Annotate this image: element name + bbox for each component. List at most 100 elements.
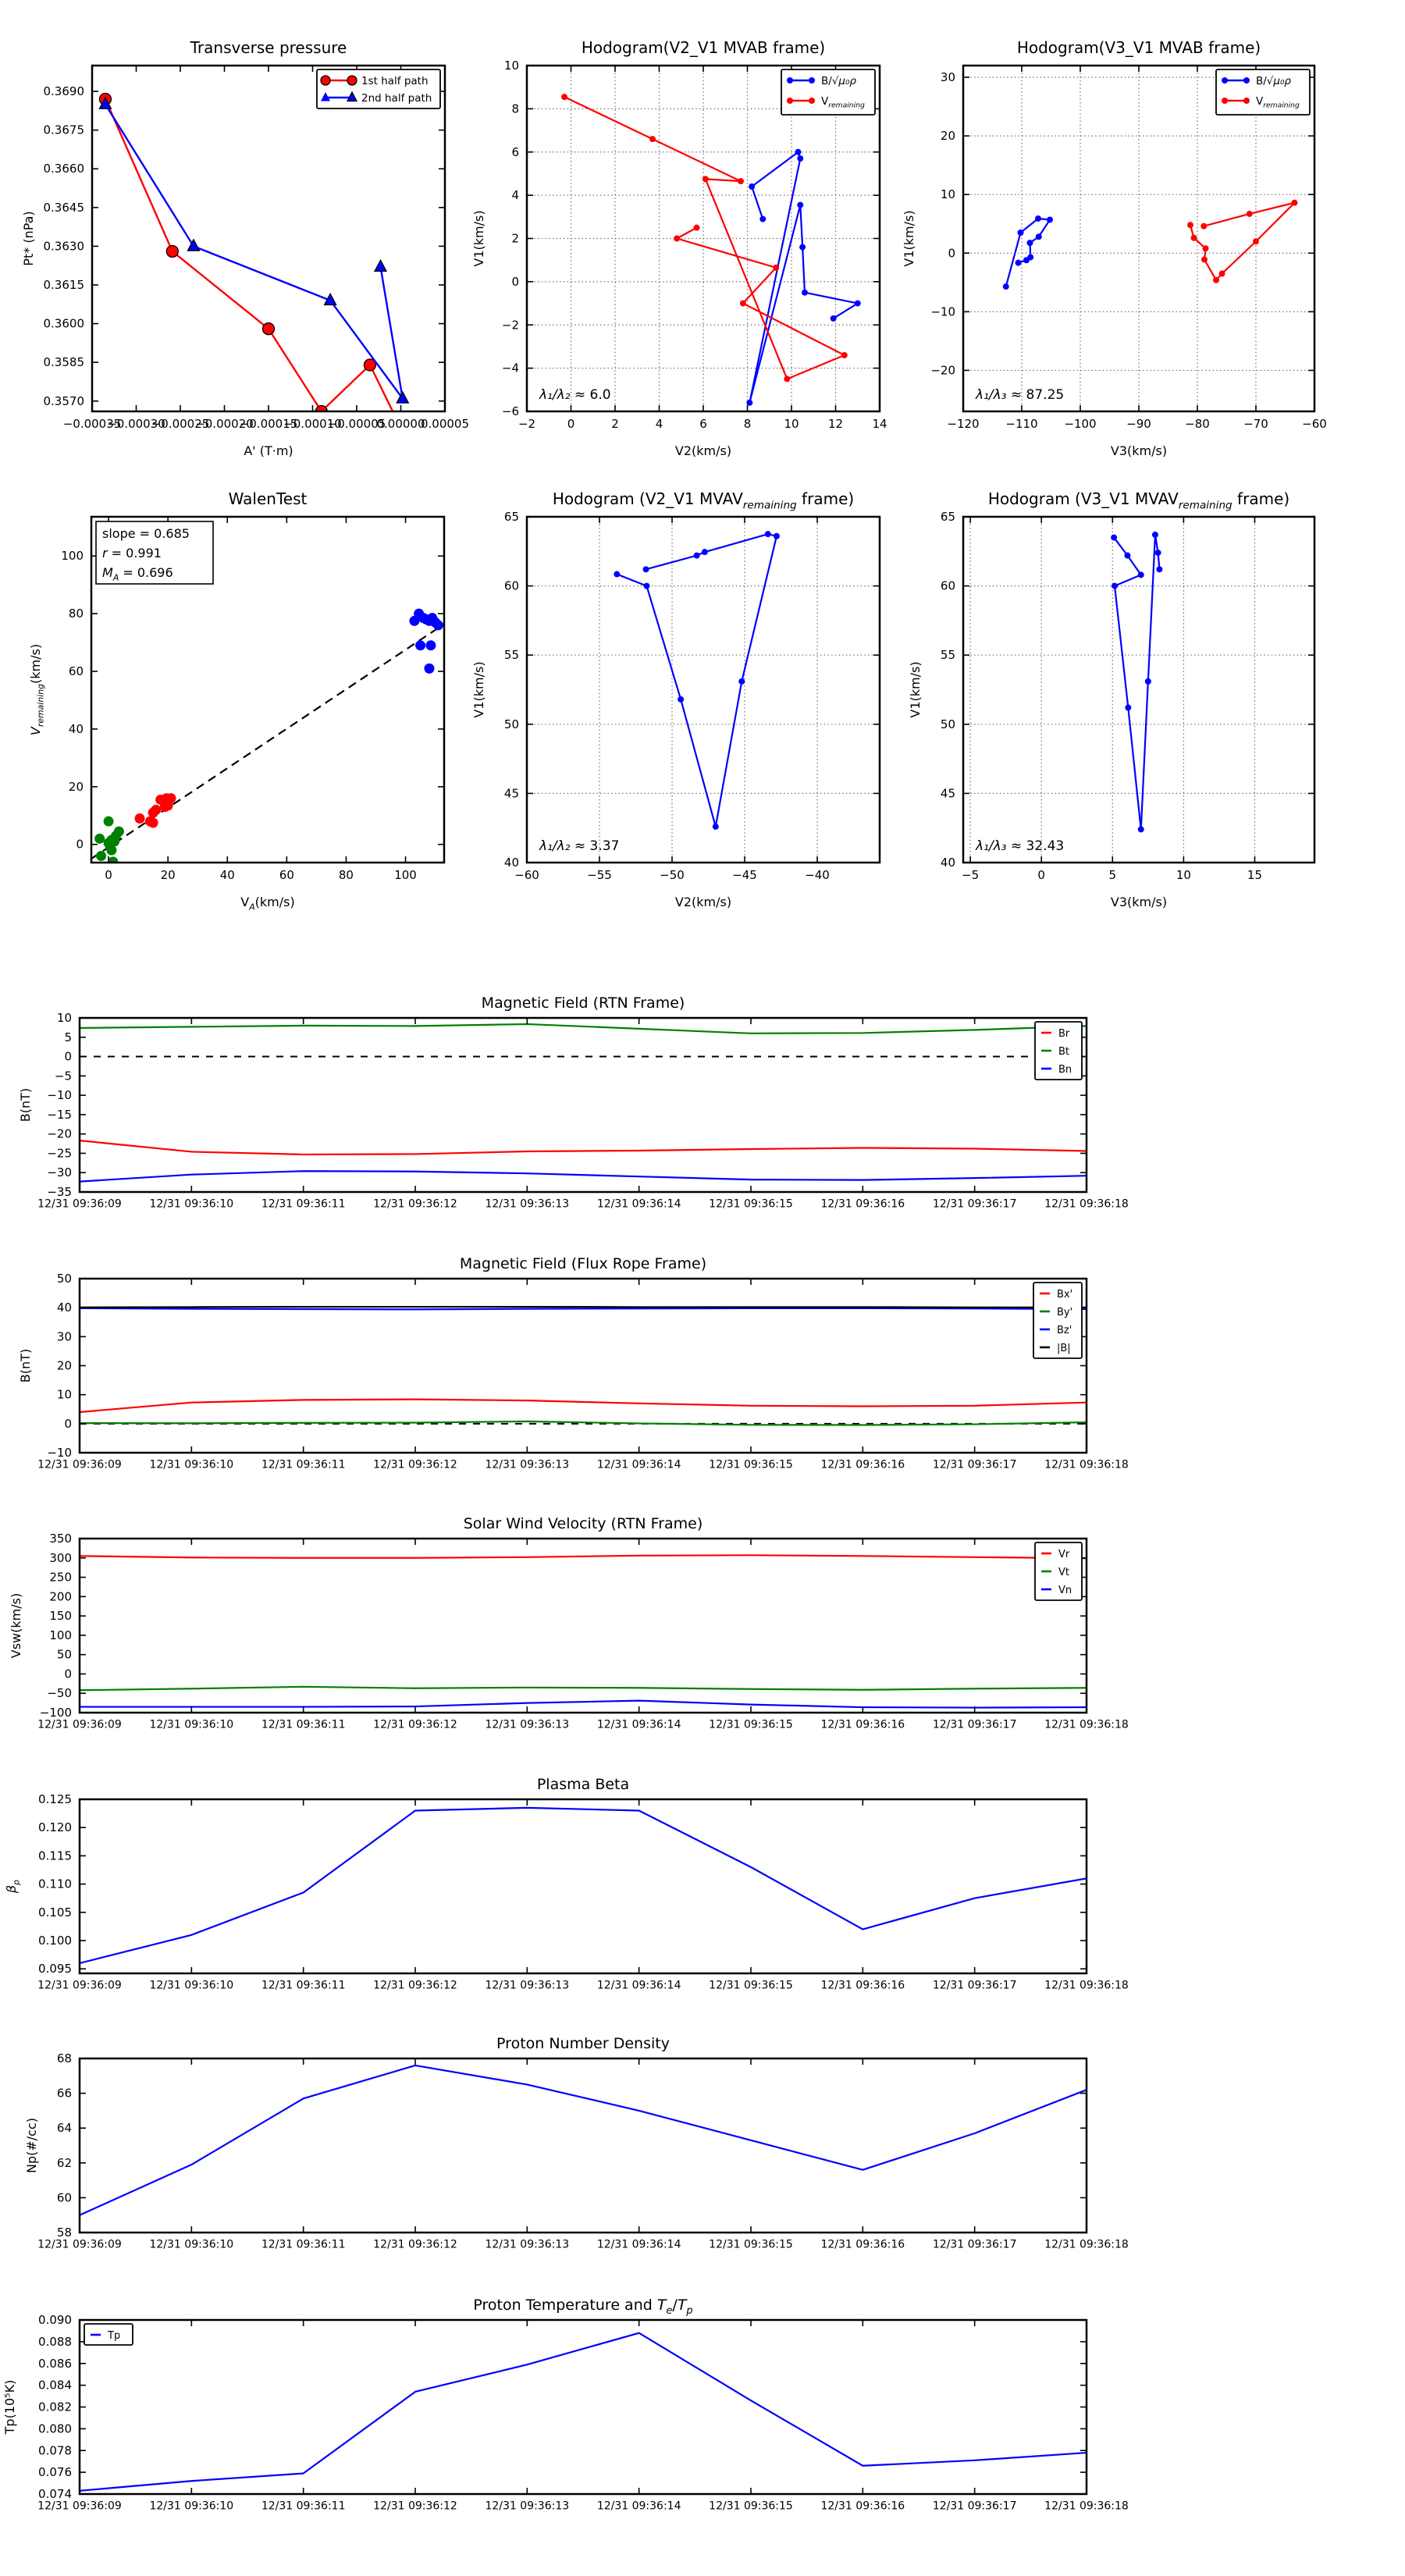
svg-text:12/31 09:36:16: 12/31 09:36:16: [820, 1459, 905, 1471]
svg-text:12/31 09:36:18: 12/31 09:36:18: [1044, 1719, 1129, 1731]
magnetic-field-fluxrope-svg: 12/31 09:36:09 12/31 09:36:10 12/31 09:36:…: [18, 1255, 1129, 1471]
proton-temperature-svg: 12/31 09:36:09 12/31 09:36:10 12/31 09:36:…: [2, 2297, 1129, 2513]
svg-text:0.00005: 0.00005: [421, 417, 469, 431]
svg-text:−0.00015: −0.00015: [240, 417, 298, 431]
svg-text:12/31 09:36:14: 12/31 09:36:14: [597, 1198, 681, 1211]
svg-text:0.078: 0.078: [38, 2443, 72, 2457]
svg-text:Proton Temperature and Te/Tp: Proton Temperature and Te/Tp: [473, 2297, 692, 2317]
svg-text:12/31 09:36:17: 12/31 09:36:17: [933, 2500, 1017, 2513]
svg-text:−25: −25: [47, 1146, 72, 1160]
svg-text:−60: −60: [514, 868, 539, 882]
svg-text:0.086: 0.086: [38, 2357, 72, 2371]
plot-plasma-beta: 12/31 09:36:09 12/31 09:36:10 12/31 09:36:…: [4, 1776, 1129, 1992]
svg-text:150: 150: [49, 1609, 72, 1623]
svg-text:Magnetic Field (Flux Rope Fram: Magnetic Field (Flux Rope Frame): [460, 1255, 706, 1272]
svg-text:12/31 09:36:18: 12/31 09:36:18: [1044, 1198, 1129, 1211]
svg-text:−0.00005: −0.00005: [328, 417, 386, 431]
svg-text:A' (T·m): A' (T·m): [244, 443, 293, 458]
svg-text:0.3630: 0.3630: [44, 239, 85, 253]
svg-text:r = 0.991: r = 0.991: [102, 546, 162, 560]
plot-solar-wind-velocity: 12/31 09:36:09 12/31 09:36:10 12/31 09:36:…: [9, 1515, 1129, 1731]
svg-text:60: 60: [941, 579, 955, 593]
svg-text:0.3690: 0.3690: [44, 84, 85, 98]
svg-text:12/31 09:36:15: 12/31 09:36:15: [709, 1459, 793, 1471]
svg-text:10: 10: [57, 1388, 72, 1402]
svg-text:12/31 09:36:09: 12/31 09:36:09: [37, 2500, 122, 2513]
svg-text:Magnetic Field (RTN Frame): Magnetic Field (RTN Frame): [482, 994, 685, 1012]
svg-text:12: 12: [828, 417, 843, 431]
svg-text:B/√μ₀ρ: B/√μ₀ρ: [821, 75, 856, 87]
svg-text:0.090: 0.090: [38, 2313, 72, 2327]
svg-text:−0.00035: −0.00035: [63, 417, 122, 431]
svg-text:45: 45: [504, 786, 519, 800]
svg-text:−120: −120: [947, 417, 979, 431]
svg-text:Hodogram(V2_V1 MVAB frame): Hodogram(V2_V1 MVAB frame): [582, 38, 825, 57]
svg-text:−0.00020: −0.00020: [195, 417, 254, 431]
svg-text:10: 10: [504, 59, 519, 73]
svg-text:12/31 09:36:12: 12/31 09:36:12: [373, 1980, 457, 1992]
plot-magnetic-field-rtn: 12/31 09:36:09 12/31 09:36:10 12/31 09:36:…: [18, 994, 1129, 1211]
svg-text:0.105: 0.105: [38, 1905, 72, 1920]
svg-text:65: 65: [504, 510, 519, 524]
svg-text:λ₁/λ₂ ≈ 3.37: λ₁/λ₂ ≈ 3.37: [539, 838, 619, 854]
svg-text:V1(km/s): V1(km/s): [471, 210, 486, 266]
svg-text:58: 58: [57, 2226, 72, 2240]
svg-text:−2: −2: [502, 318, 519, 332]
hodogram-v3v1-mvab-svg: −120 −110 −100 −90 −80 −70 −60−20−100102030Hod…: [902, 38, 1327, 458]
svg-text:80: 80: [69, 607, 84, 621]
svg-text:−0.00030: −0.00030: [107, 417, 165, 431]
svg-text:12/31 09:36:09: 12/31 09:36:09: [37, 1198, 122, 1211]
svg-text:12/31 09:36:17: 12/31 09:36:17: [933, 1459, 1017, 1471]
svg-text:12/31 09:36:15: 12/31 09:36:15: [709, 2500, 793, 2513]
svg-text:12/31 09:36:10: 12/31 09:36:10: [149, 2239, 233, 2251]
svg-text:−50: −50: [47, 1686, 72, 1700]
svg-text:Bn: Bn: [1058, 1064, 1072, 1076]
svg-text:Vt: Vt: [1058, 1567, 1069, 1578]
svg-text:40: 40: [220, 868, 235, 882]
svg-text:0.3600: 0.3600: [44, 317, 85, 331]
svg-text:0.125: 0.125: [38, 1792, 72, 1806]
magnetic-field-rtn-svg: 12/31 09:36:09 12/31 09:36:10 12/31 09:36:…: [18, 994, 1129, 1211]
svg-text:40: 40: [57, 1300, 72, 1315]
svg-text:12/31 09:36:11: 12/31 09:36:11: [261, 1198, 346, 1211]
svg-text:10: 10: [941, 187, 955, 201]
svg-text:60: 60: [57, 2190, 72, 2204]
svg-text:Np(#/cc): Np(#/cc): [24, 2118, 39, 2173]
svg-text:Tp(10⁵K): Tp(10⁵K): [2, 2380, 17, 2435]
svg-text:50: 50: [941, 717, 955, 731]
plot-hodogram-v3v1-mvav: −5 0 5 10 15 40 45 50 55 60 65 Hodogram (V3_V1 MVAV…: [908, 489, 1316, 909]
svg-text:60: 60: [69, 664, 84, 678]
plot-proton-temperature: 12/31 09:36:09 12/31 09:36:10 12/31 09:36:…: [2, 2297, 1129, 2513]
svg-text:12/31 09:36:11: 12/31 09:36:11: [261, 1980, 346, 1992]
svg-text:−35: −35: [47, 1185, 72, 1199]
svg-text:−0.00025: −0.00025: [151, 417, 210, 431]
svg-text:0.3660: 0.3660: [44, 162, 85, 176]
svg-text:0: 0: [105, 868, 112, 882]
svg-text:62: 62: [57, 2156, 72, 2170]
svg-text:12/31 09:36:18: 12/31 09:36:18: [1044, 1980, 1129, 1992]
svg-text:6: 6: [699, 417, 707, 431]
svg-text:V2(km/s): V2(km/s): [675, 895, 731, 909]
svg-text:2: 2: [511, 232, 519, 246]
svg-text:λ₁/λ₃ ≈ 87.25: λ₁/λ₃ ≈ 87.25: [975, 387, 1064, 403]
svg-text:12/31 09:36:12: 12/31 09:36:12: [373, 2239, 457, 2251]
hodogram-v2v1-mvav-svg: −60 −55 −50 −45 −40 40 45 50 55 60 65 Hodogram (V2_…: [471, 489, 881, 909]
svg-text:−20: −20: [930, 363, 955, 377]
svg-text:0: 0: [64, 1667, 72, 1681]
svg-text:0.3585: 0.3585: [44, 355, 85, 369]
svg-text:30: 30: [941, 70, 955, 84]
svg-text:|B|: |B|: [1057, 1343, 1071, 1354]
svg-text:Vn: Vn: [1058, 1585, 1072, 1596]
svg-text:B/√μ₀ρ: B/√μ₀ρ: [1256, 75, 1291, 87]
svg-text:−110: −110: [1005, 417, 1037, 431]
svg-text:0.076: 0.076: [38, 2465, 72, 2479]
plot-hodogram-v2v1-mvab: −2 0 2 4 6 8 10 12 14 −6 −4 −2 0 2 4 6 8 10 Hodogram(V2_V1…: [471, 38, 887, 458]
svg-text:12/31 09:36:10: 12/31 09:36:10: [149, 1198, 233, 1211]
svg-text:15: 15: [1247, 868, 1262, 882]
svg-text:100: 100: [49, 1628, 72, 1642]
svg-text:4: 4: [511, 188, 519, 202]
svg-text:Vremaining(km/s): Vremaining(km/s): [28, 644, 45, 735]
svg-text:80: 80: [339, 868, 354, 882]
svg-text:12/31 09:36:09: 12/31 09:36:09: [37, 1459, 122, 1471]
svg-text:0.00000: 0.00000: [376, 417, 425, 431]
